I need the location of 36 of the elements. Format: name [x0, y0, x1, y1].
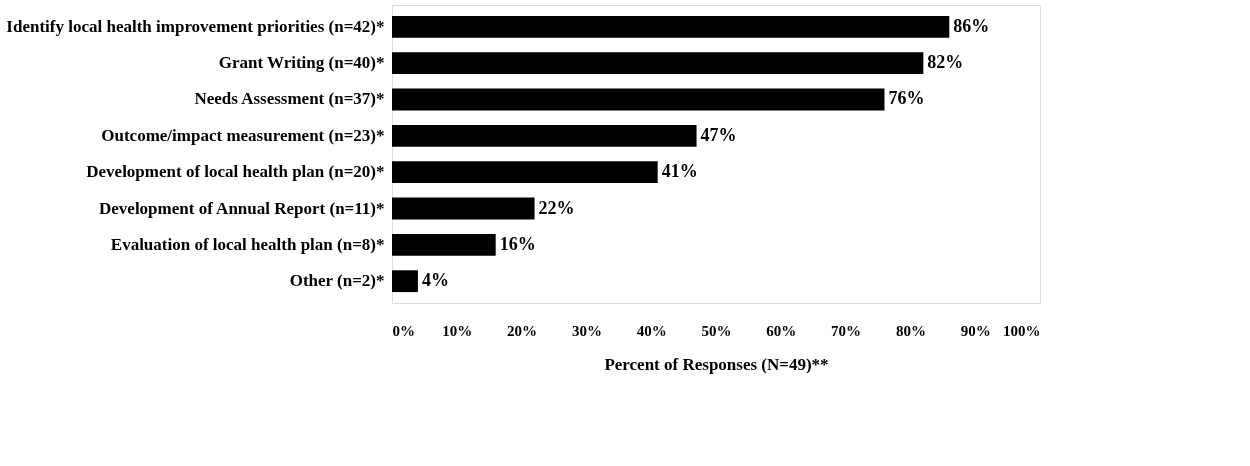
bar: [392, 197, 535, 220]
y-tick-label: Identify local health improvement priorities (n=42)*: [6, 16, 385, 36]
x-tick-label: 90%: [960, 322, 991, 339]
x-tick-label: 40%: [636, 322, 667, 339]
y-tick-label: Other (n=2)*: [289, 271, 385, 291]
bar: [392, 124, 697, 147]
x-tick-label: 80%: [895, 322, 926, 339]
y-tick-label: Grant Writing (n=40)*: [218, 53, 385, 73]
bar: [392, 88, 885, 111]
data-label: 47%: [700, 124, 737, 145]
x-tick-label: 20%: [507, 322, 538, 339]
data-label: 76%: [888, 88, 925, 109]
x-axis-title: Percent of Responses (N=49)**: [604, 354, 829, 374]
data-label: 16%: [499, 233, 536, 254]
x-tick-label: 50%: [701, 322, 732, 339]
x-tick-label: 70%: [831, 322, 862, 339]
data-label: 4%: [421, 270, 449, 291]
y-tick-label: Development of local health plan (n=20)*: [86, 162, 385, 182]
y-tick-label: Needs Assessment (n=37)*: [194, 89, 385, 109]
x-tick-label: 0%: [392, 322, 415, 339]
data-label: 22%: [538, 197, 575, 218]
bar: [392, 52, 924, 75]
bar: [392, 233, 496, 256]
y-tick-label: Evaluation of local health plan (n=8)*: [110, 234, 385, 254]
bar: [392, 270, 418, 293]
data-label: 86%: [953, 15, 990, 36]
data-label: 82%: [927, 52, 964, 73]
y-tick-label: Outcome/impact measurement (n=23)*: [101, 125, 385, 145]
y-tick-label: Development of Annual Report (n=11)*: [99, 198, 385, 218]
x-tick-label: 100%: [1003, 322, 1041, 339]
data-label: 41%: [661, 161, 698, 182]
bar: [392, 15, 950, 38]
x-tick-label: 10%: [442, 322, 473, 339]
x-tick-label: 60%: [766, 322, 797, 339]
x-tick-label: 30%: [571, 322, 602, 339]
bar: [392, 161, 658, 184]
